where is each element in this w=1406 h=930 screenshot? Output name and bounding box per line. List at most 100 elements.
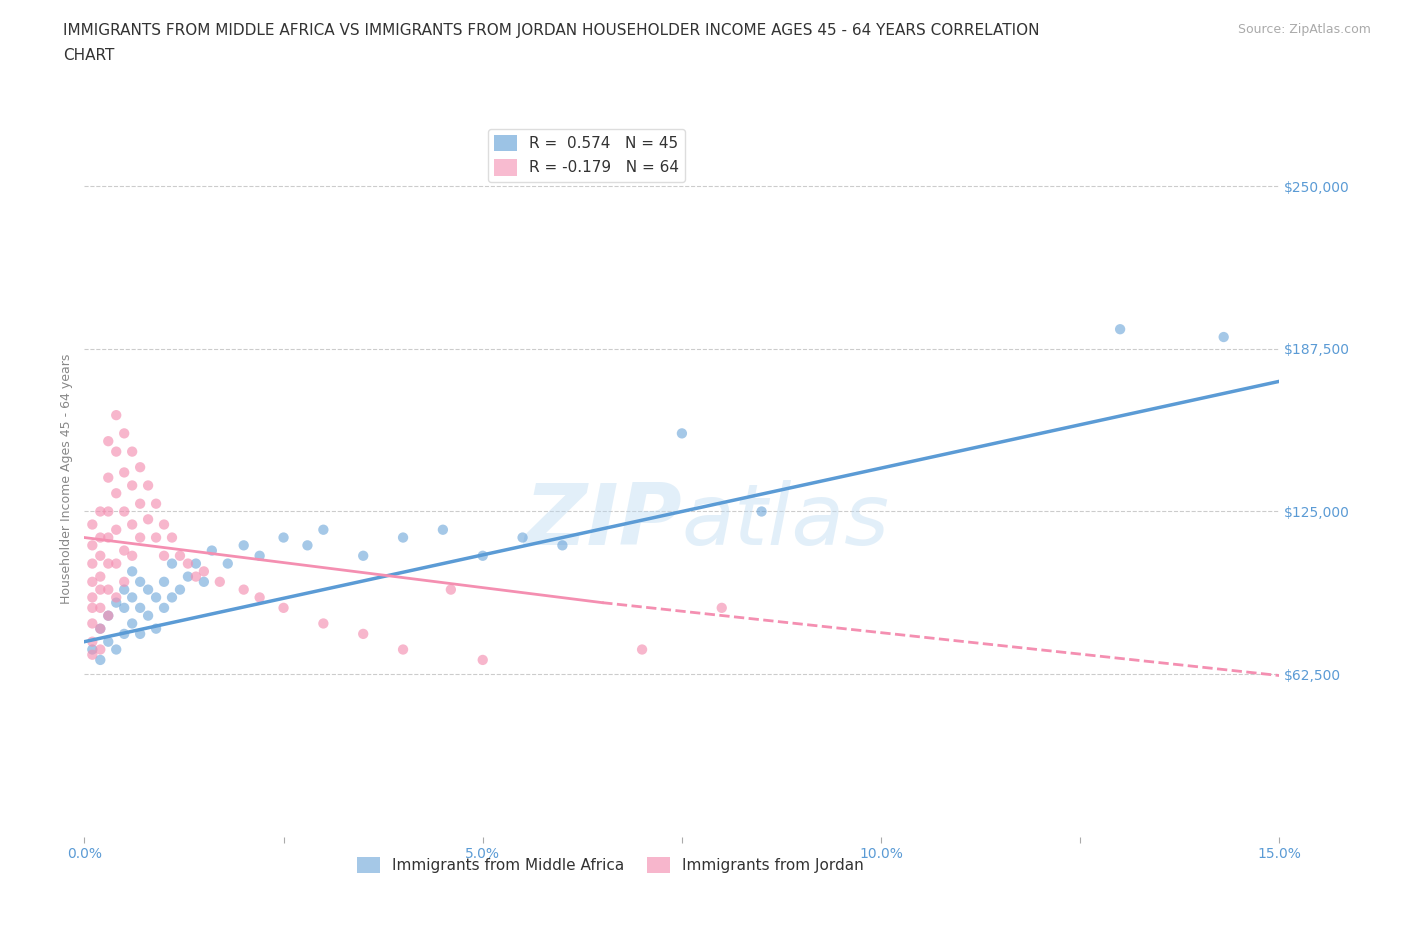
Point	[105, 485, 128, 500]
Point	[89, 582, 111, 597]
Point	[97, 471, 120, 485]
Point	[153, 517, 176, 532]
Point	[184, 569, 207, 584]
Point	[129, 575, 152, 590]
Point	[512, 530, 534, 545]
Point	[82, 575, 104, 590]
Point	[89, 530, 111, 545]
Point	[112, 575, 135, 590]
Point	[121, 564, 143, 578]
Point	[177, 556, 200, 571]
Point	[129, 530, 152, 545]
Point	[89, 549, 111, 564]
Point	[121, 517, 143, 532]
Point	[136, 582, 159, 597]
Point	[82, 634, 104, 649]
Point	[97, 582, 120, 597]
Point	[232, 538, 254, 552]
Point	[208, 575, 231, 590]
Point	[112, 582, 135, 597]
Point	[105, 642, 128, 657]
Point	[105, 556, 128, 571]
Point	[97, 556, 120, 571]
Point	[392, 642, 415, 657]
Point	[145, 530, 167, 545]
Point	[1109, 322, 1132, 337]
Point	[169, 582, 191, 597]
Point	[232, 582, 254, 597]
Point	[153, 549, 176, 564]
Point	[82, 517, 104, 532]
Point	[112, 465, 135, 480]
Point	[136, 512, 159, 526]
Point	[129, 627, 152, 642]
Point	[129, 459, 152, 474]
Point	[273, 601, 295, 616]
Point	[105, 595, 128, 610]
Point	[169, 549, 191, 564]
Point	[751, 504, 773, 519]
Point	[89, 621, 111, 636]
Point	[97, 634, 120, 649]
Point	[82, 556, 104, 571]
Point	[249, 549, 271, 564]
Point	[193, 564, 215, 578]
Point	[297, 538, 319, 552]
Point	[145, 497, 167, 512]
Point	[112, 601, 135, 616]
Point	[112, 627, 135, 642]
Point	[392, 530, 415, 545]
Point	[631, 642, 654, 657]
Point	[432, 523, 454, 538]
Point	[89, 601, 111, 616]
Point	[97, 608, 120, 623]
Point	[160, 590, 183, 604]
Point	[105, 407, 128, 422]
Point	[89, 569, 111, 584]
Point	[160, 556, 183, 571]
Point	[136, 478, 159, 493]
Text: CHART: CHART	[63, 48, 115, 63]
Point	[105, 445, 128, 459]
Point	[97, 530, 120, 545]
Point	[184, 556, 207, 571]
Point	[121, 549, 143, 564]
Point	[82, 616, 104, 631]
Point	[82, 590, 104, 604]
Point	[312, 616, 335, 631]
Point	[160, 530, 183, 545]
Point	[671, 426, 693, 441]
Point	[121, 590, 143, 604]
Point	[145, 621, 167, 636]
Legend: Immigrants from Middle Africa, Immigrants from Jordan: Immigrants from Middle Africa, Immigrant…	[350, 851, 870, 880]
Point	[105, 523, 128, 538]
Point	[352, 549, 374, 564]
Point	[352, 627, 374, 642]
Point	[201, 543, 224, 558]
Point	[97, 504, 120, 519]
Point	[97, 433, 120, 448]
Point	[112, 426, 135, 441]
Point	[121, 616, 143, 631]
Point	[153, 575, 176, 590]
Point	[89, 653, 111, 668]
Point	[177, 569, 200, 584]
Point	[440, 582, 463, 597]
Point	[193, 575, 215, 590]
Point	[82, 647, 104, 662]
Point	[471, 549, 494, 564]
Point	[82, 601, 104, 616]
Point	[129, 497, 152, 512]
Point	[89, 621, 111, 636]
Y-axis label: Householder Income Ages 45 - 64 years: Householder Income Ages 45 - 64 years	[60, 353, 73, 604]
Point	[112, 504, 135, 519]
Text: atlas: atlas	[682, 481, 890, 564]
Point	[153, 601, 176, 616]
Point	[82, 538, 104, 552]
Point	[129, 601, 152, 616]
Point	[136, 608, 159, 623]
Point	[105, 590, 128, 604]
Text: IMMIGRANTS FROM MIDDLE AFRICA VS IMMIGRANTS FROM JORDAN HOUSEHOLDER INCOME AGES : IMMIGRANTS FROM MIDDLE AFRICA VS IMMIGRA…	[63, 23, 1040, 38]
Point	[145, 590, 167, 604]
Point	[89, 504, 111, 519]
